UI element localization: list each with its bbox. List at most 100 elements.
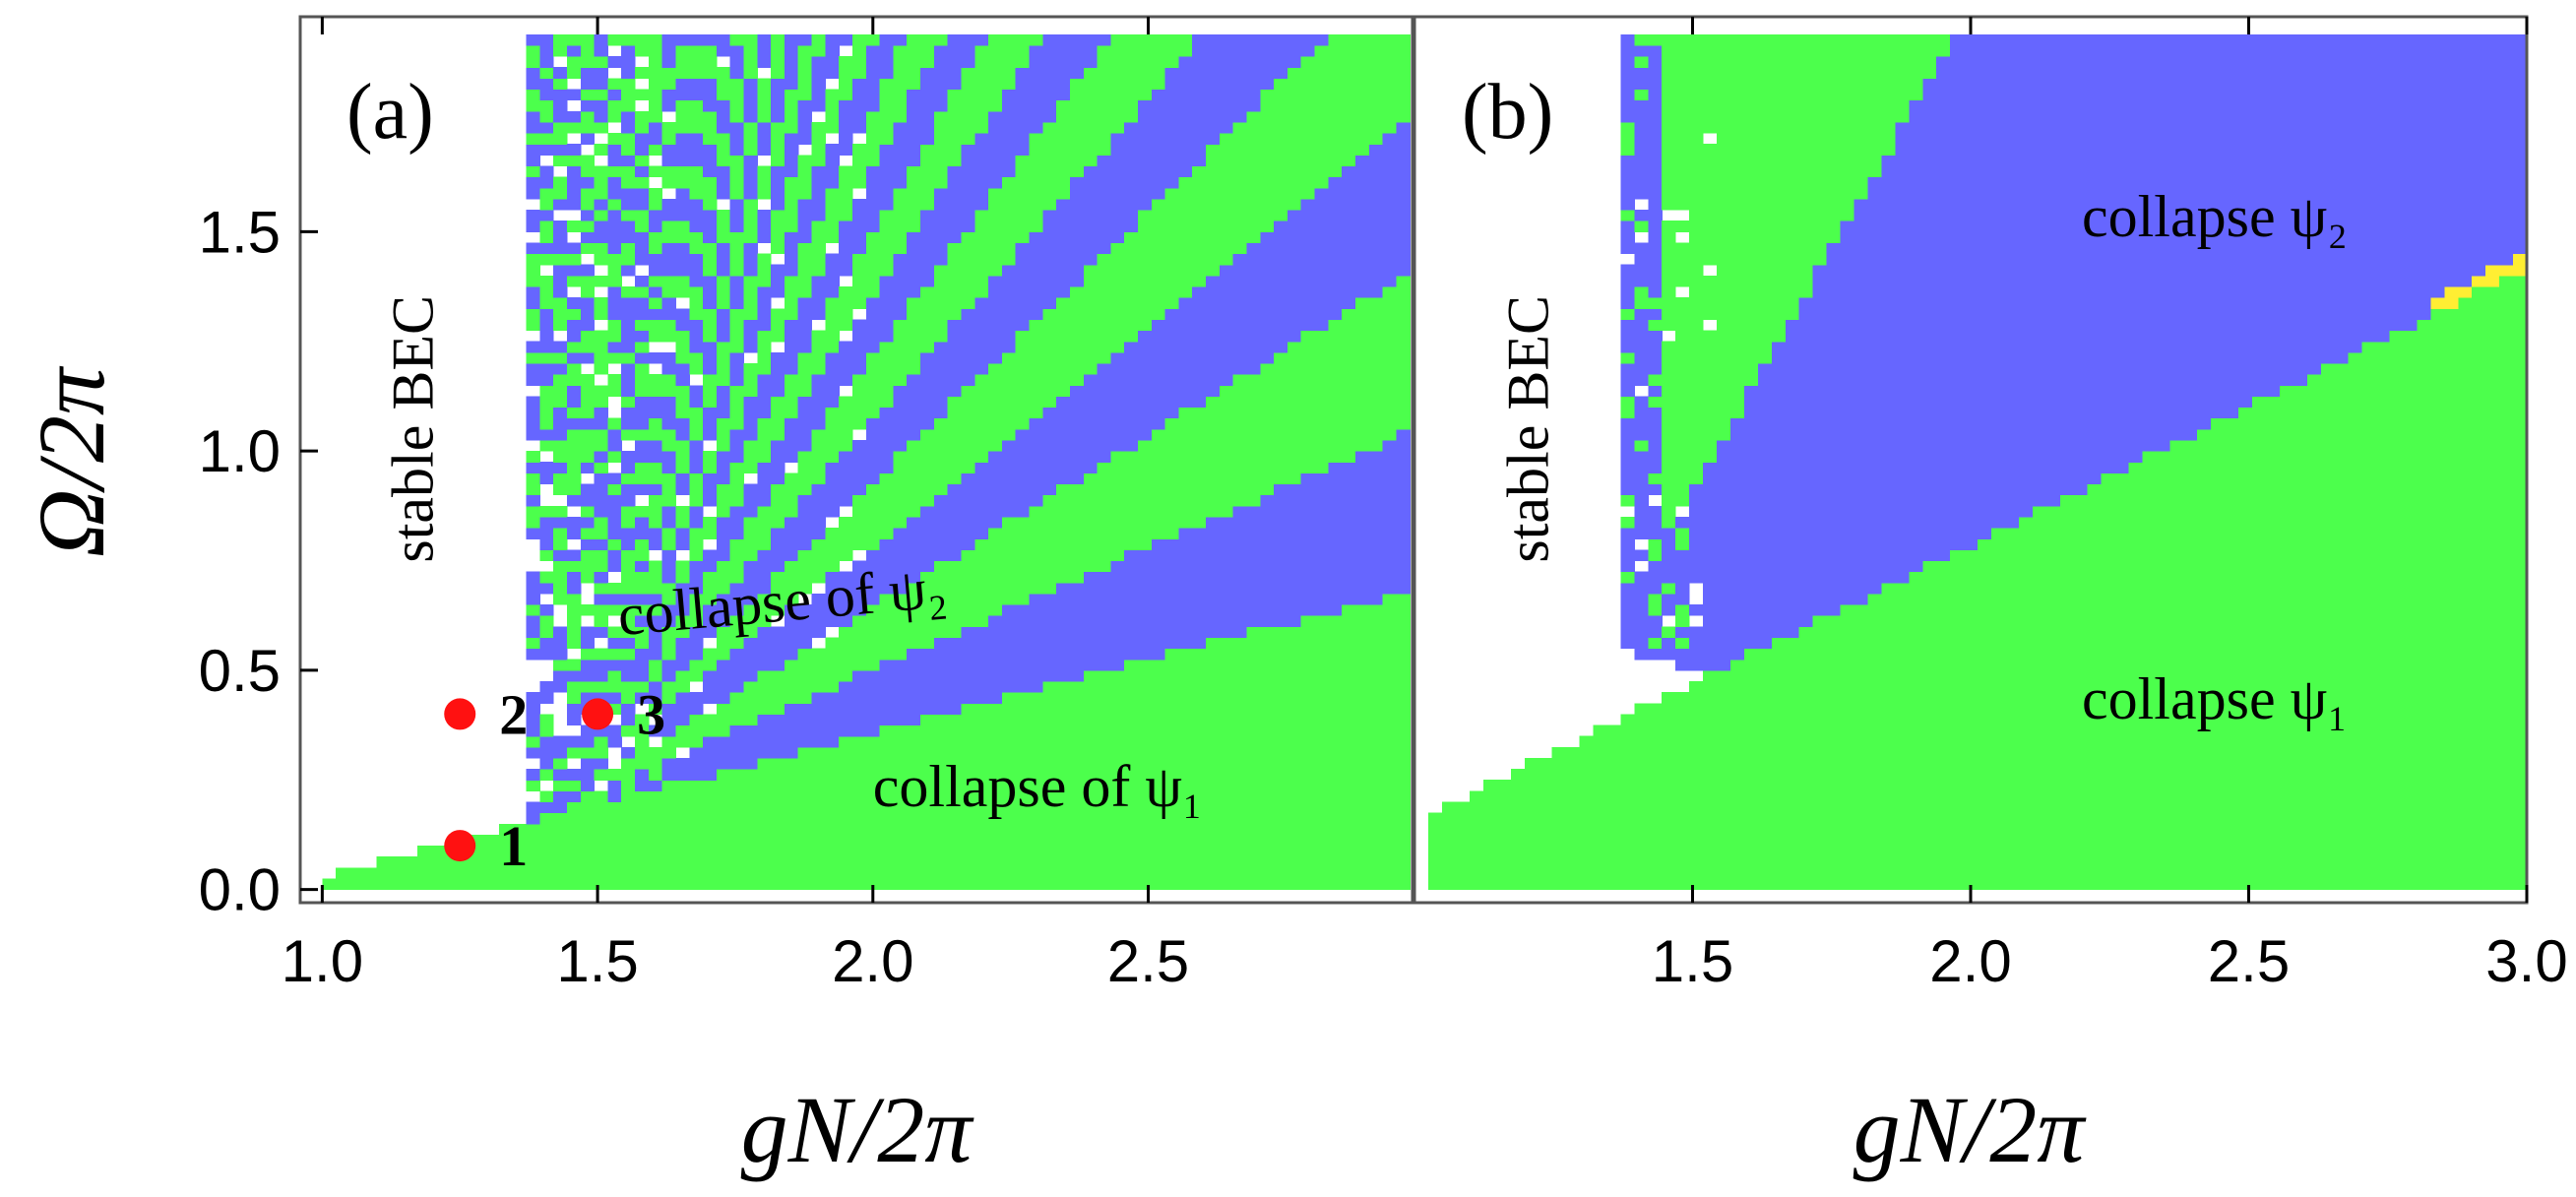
heatmap-cell: [743, 483, 758, 496]
heatmap-cell: [567, 878, 582, 891]
heatmap-cell: [1382, 110, 1397, 123]
heatmap-cell: [1396, 67, 1411, 79]
heatmap-cell: [689, 703, 704, 715]
heatmap-cell: [784, 538, 799, 550]
heatmap-cell: [471, 878, 486, 891]
heatmap-cell: [988, 99, 1003, 112]
heatmap-cell: [621, 604, 636, 616]
heatmap-cell: [635, 396, 650, 409]
heatmap-cell: [1342, 144, 1356, 156]
heatmap-cell: [553, 790, 568, 803]
heatmap-cell: [947, 780, 963, 791]
heatmap-cell: [771, 505, 785, 518]
heatmap-cell: [635, 681, 650, 693]
heatmap-cell: [1178, 780, 1193, 791]
heatmap-cell: [1396, 758, 1411, 770]
heatmap-cell: [567, 407, 582, 419]
heatmap-cell: [907, 56, 921, 68]
heatmap-cell: [1029, 264, 1043, 277]
heatmap-cell: [1355, 155, 1370, 166]
heatmap-cell: [729, 231, 745, 243]
heatmap-cell: [893, 505, 908, 518]
heatmap-cell: [729, 560, 745, 573]
heatmap-cell: [607, 440, 622, 452]
heatmap-cell: [1328, 351, 1343, 364]
heatmap-cell: [839, 681, 853, 693]
heatmap-cell: [661, 472, 676, 485]
heatmap-cell: [1206, 242, 1221, 255]
heatmap-cell: [539, 99, 554, 112]
heatmap-cell: [1232, 99, 1248, 112]
heatmap-cell: [1368, 790, 1384, 803]
heatmap-cell: [1069, 144, 1085, 156]
heatmap-cell: [1355, 626, 1370, 638]
heatmap-cell: [907, 385, 921, 397]
heatmap-cell: [988, 528, 1003, 539]
heatmap-cell: [648, 220, 663, 232]
heatmap-cell: [1001, 878, 1017, 891]
heatmap-cell: [1368, 89, 1384, 101]
heatmap-cell: [703, 121, 718, 134]
heatmap-cell: [893, 735, 908, 748]
heatmap-cell: [580, 692, 596, 704]
heatmap-cell: [1110, 516, 1125, 529]
heatmap-cell: [1178, 615, 1193, 627]
x-tick-label: 2.0: [832, 928, 913, 994]
heatmap-cell: [553, 407, 568, 419]
heatmap-cell: [1300, 253, 1316, 266]
heatmap-cell: [539, 133, 554, 145]
heatmap-cell: [1355, 472, 1370, 485]
heatmap-cell: [526, 472, 540, 485]
heatmap-cell: [1001, 769, 1017, 781]
heatmap-cell: [621, 801, 636, 814]
heatmap-cell: [648, 428, 663, 441]
heatmap-cell: [1124, 330, 1139, 343]
heatmap-cell: [1056, 187, 1071, 200]
heatmap-cell: [1314, 78, 1329, 91]
heatmap-cell: [635, 89, 650, 101]
heatmap-cell: [988, 330, 1003, 343]
heatmap-cell: [729, 528, 745, 539]
heatmap-cell: [1287, 846, 1302, 857]
heatmap-cell: [1110, 528, 1125, 539]
heatmap-cell: [1396, 823, 1411, 836]
heatmap-cell: [1355, 582, 1370, 595]
heatmap-cell: [988, 758, 1003, 770]
heatmap-cell: [1396, 483, 1411, 496]
heatmap-cell: [689, 856, 704, 868]
heatmap-cell: [1056, 878, 1071, 891]
heatmap-cell: [961, 735, 975, 748]
heatmap-cell: [580, 604, 596, 616]
heatmap-cell: [635, 648, 650, 661]
heatmap-cell: [1097, 428, 1111, 441]
heatmap-cell: [607, 165, 622, 178]
heatmap-cell: [1206, 275, 1221, 287]
heatmap-cell: [553, 155, 568, 166]
heatmap-cell: [1260, 351, 1275, 364]
heatmap-cell: [1029, 78, 1043, 91]
heatmap-cell: [879, 615, 894, 627]
heatmap-cell: [865, 341, 881, 353]
heatmap-cell: [933, 198, 949, 211]
heatmap-cell: [458, 867, 472, 880]
heatmap-cell: [648, 516, 663, 529]
heatmap-cell: [1056, 78, 1071, 91]
heatmap-cell: [553, 231, 568, 243]
heatmap-cell: [961, 834, 975, 847]
heatmap-cell: [716, 121, 731, 134]
heatmap-cell: [539, 144, 554, 156]
heatmap-cell: [1260, 253, 1275, 266]
heatmap-cell: [1274, 363, 1288, 375]
heatmap-cell: [703, 462, 718, 473]
heatmap-cell: [1274, 823, 1288, 836]
heatmap-cell: [933, 428, 949, 441]
heatmap-cell: [1396, 165, 1411, 178]
heatmap-cell: [1015, 67, 1031, 79]
heatmap-cell: [1219, 99, 1234, 112]
heatmap-cell: [1274, 89, 1288, 101]
heatmap-cell: [771, 582, 785, 595]
heatmap-cell: [1001, 516, 1017, 529]
heatmap-cell: [703, 297, 718, 309]
heatmap-cell: [907, 220, 921, 232]
heatmap-cell: [689, 637, 704, 650]
